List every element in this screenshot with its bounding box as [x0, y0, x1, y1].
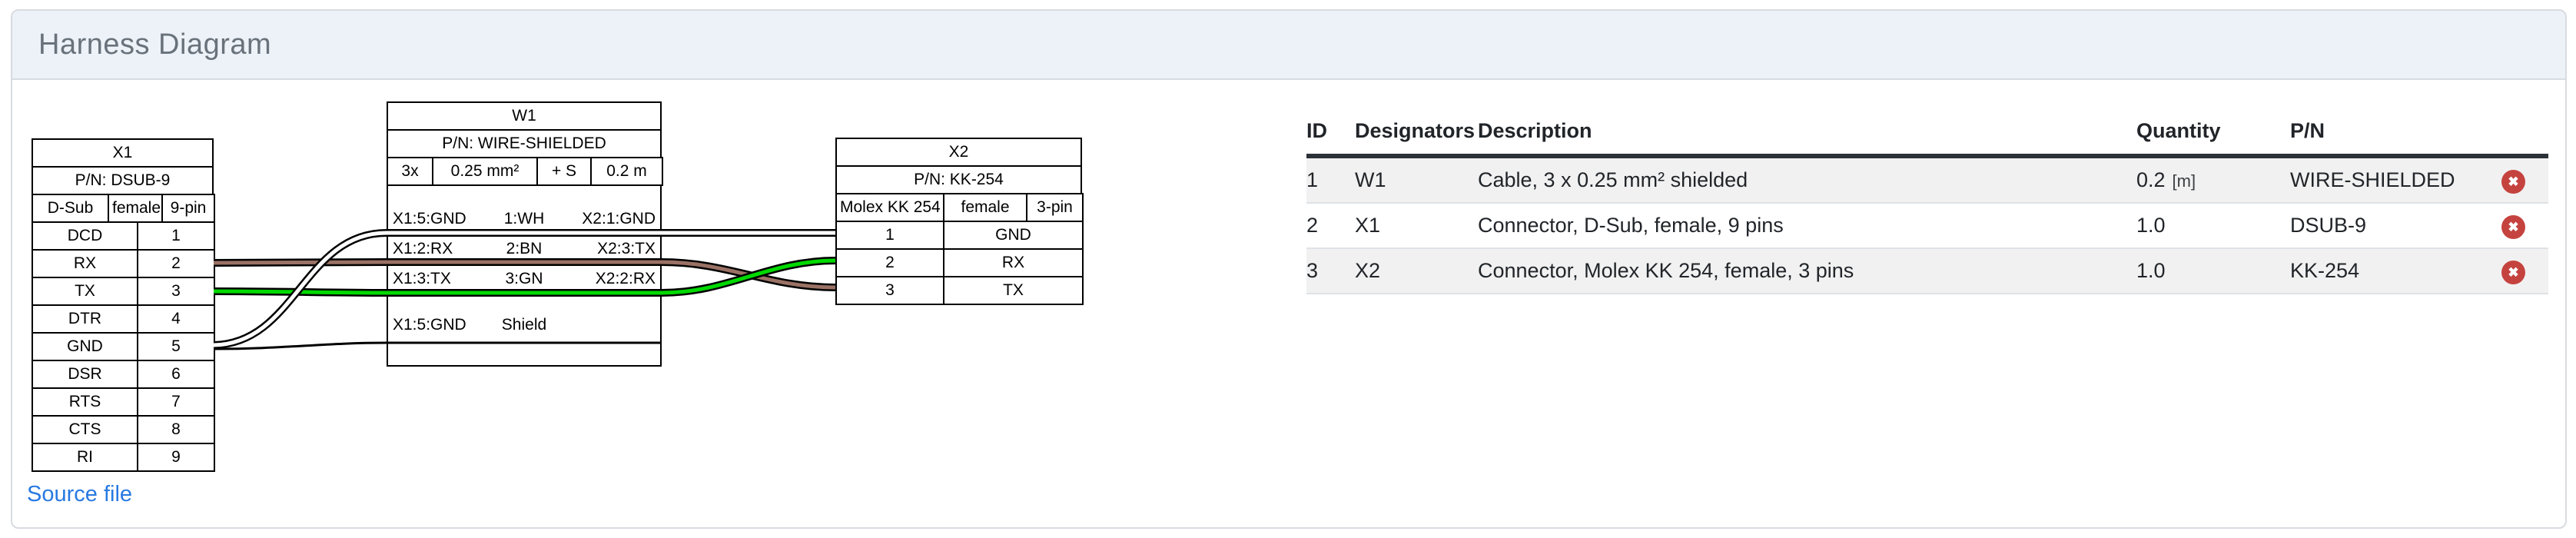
pn-value: KK-254: [2290, 248, 2501, 294]
x2-pin-row: 2 RX: [835, 248, 1084, 277]
w1-pn: P/N: WIRE-SHIELDED: [387, 129, 662, 158]
x1-pin-row: DCD 1: [32, 221, 215, 251]
w1-title: W1: [387, 101, 662, 131]
x2-info-pins: 3-pin: [1026, 193, 1084, 222]
bom-table: ID Designators Description Quantity P/N …: [1306, 108, 2548, 294]
connector-x1-table: X1 P/N: DSUB-9 D-Sub female 9-pin DCD 1 R…: [32, 138, 215, 472]
bom-header-actions: [2501, 108, 2548, 158]
x1-pin-row: RTS 7: [32, 387, 215, 417]
bom-header-quantity: Quantity: [2136, 108, 2290, 158]
x1-title: X1: [32, 138, 214, 168]
delete-x-icon: ✖: [2508, 219, 2519, 234]
x2-pn: P/N: KK-254: [835, 165, 1082, 194]
delete-x-icon: ✖: [2508, 264, 2519, 280]
delete-row-button[interactable]: ✖: [2501, 169, 2525, 194]
bom-row-x1: 2 X1 Connector, D-Sub, female, 9 pins 1.…: [1306, 203, 2548, 249]
x1-pin-row: RX 2: [32, 249, 215, 278]
delete-row-button[interactable]: ✖: [2501, 260, 2525, 284]
quantity-unit: [m]: [2172, 171, 2196, 191]
x1-pin-row: RI 9: [32, 443, 215, 472]
wire-row-shield: X1:5:GND Shield: [393, 316, 547, 334]
x1-info-pins: 9-pin: [161, 194, 215, 223]
wire-row-wh: X1:5:GND 1:WH X2:1:GND: [393, 210, 656, 227]
wire-row-bn: X1:2:RX 2:BN X2:3:TX: [393, 240, 656, 257]
w1-spec-count: 3x: [387, 157, 433, 186]
bom-header-row: ID Designators Description Quantity P/N: [1306, 108, 2548, 158]
w1-spec-length: 0.2 m: [590, 157, 663, 186]
bom-header-pn: P/N: [2290, 108, 2501, 158]
source-file-link[interactable]: Source file: [27, 482, 133, 506]
x1-info-gender: female: [108, 194, 163, 223]
w1-spec-shield: + S: [536, 157, 592, 186]
x2-pin-row: 1 GND: [835, 221, 1084, 250]
x2-info-type: Molex KK 254: [835, 193, 944, 222]
delete-x-icon: ✖: [2508, 174, 2519, 189]
x1-pin-row: CTS 8: [32, 415, 215, 444]
wire-row-gn: X1:3:TX 3:GN X2:2:RX: [393, 270, 656, 287]
bom-header-designators: Designators: [1355, 108, 1478, 158]
x1-pin-row: DTR 4: [32, 304, 215, 334]
pn-value: DSUB-9: [2290, 203, 2501, 249]
bom-row-w1: 1 W1 Cable, 3 x 0.25 mm² shielded 0.2 [m]…: [1306, 156, 2548, 204]
x1-pn: P/N: DSUB-9: [32, 166, 214, 195]
x1-pin-row: DSR 6: [32, 360, 215, 389]
page-title: Harness Diagram: [38, 28, 272, 61]
connector-x2-table: X2 P/N: KK-254 Molex KK 254 female 3-pin…: [835, 138, 1084, 305]
bom-row-x2: 3 X2 Connector, Molex KK 254, female, 3 …: [1306, 248, 2548, 294]
x1-info-type: D-Sub: [32, 194, 109, 223]
cable-w1-table: W1 P/N: WIRE-SHIELDED 3x 0.25 mm² + S 0.…: [387, 101, 663, 367]
bom-header-id: ID: [1306, 108, 1355, 158]
x2-pin-row: 3 TX: [835, 276, 1084, 305]
bom-header-description: Description: [1478, 108, 2136, 158]
x1-pin-row: GND 5: [32, 332, 215, 361]
w1-wire-area: X1:5:GND 1:WH X2:1:GND X1:2:RX 2:BN X2:3…: [387, 184, 662, 367]
w1-spec-gauge: 0.25 mm²: [432, 157, 538, 186]
x2-title: X2: [835, 138, 1082, 167]
x1-pin-row: TX 3: [32, 277, 215, 306]
card-header: Harness Diagram: [12, 11, 2565, 80]
delete-row-button[interactable]: ✖: [2501, 214, 2525, 239]
x2-info-gender: female: [943, 193, 1027, 222]
pn-value: WIRE-SHIELDED: [2290, 156, 2501, 204]
